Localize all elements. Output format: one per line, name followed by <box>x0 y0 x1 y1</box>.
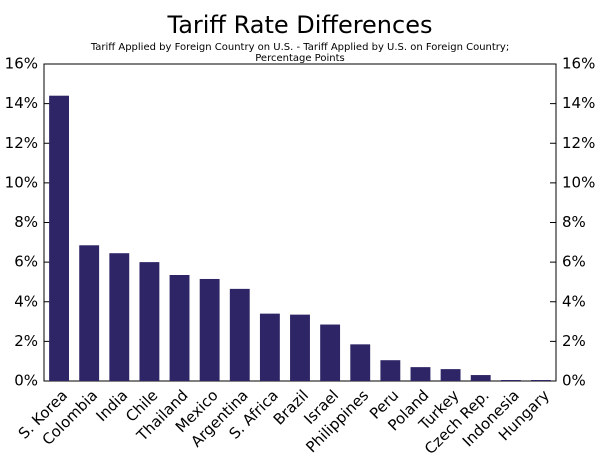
bar <box>470 375 491 381</box>
bar <box>350 344 371 381</box>
bar <box>440 369 461 381</box>
y2-tick-label: 10% <box>562 173 595 191</box>
bar <box>169 275 190 381</box>
y2-tick-label: 14% <box>562 94 595 112</box>
chart-title: Tariff Rate Differences <box>167 11 433 39</box>
y-tick-label: 16% <box>5 55 38 73</box>
y-tick-label: 12% <box>5 134 38 152</box>
y2-tick-label: 8% <box>562 213 586 231</box>
bar <box>79 245 100 381</box>
chart-subtitle: Tariff Applied by Foreign Country on U.S… <box>90 42 509 53</box>
bar <box>229 288 250 381</box>
y2-tick-label: 4% <box>562 292 586 310</box>
bar <box>290 314 310 381</box>
bar <box>500 380 521 381</box>
y-tick-label: 2% <box>14 332 38 350</box>
bar <box>109 253 130 381</box>
bar <box>199 278 220 381</box>
y2-tick-label: 16% <box>562 55 595 73</box>
y-tick-label: 6% <box>14 253 38 271</box>
bar <box>139 262 160 381</box>
bar <box>320 324 341 381</box>
bar <box>410 367 431 381</box>
bar <box>49 95 69 381</box>
y2-tick-label: 0% <box>562 372 586 390</box>
y-tick-label: 4% <box>14 292 38 310</box>
y-tick-label: 10% <box>5 173 38 191</box>
x-tick-label: India <box>93 386 132 425</box>
bar <box>259 313 280 381</box>
x-tick-label: Brazil <box>270 386 312 428</box>
y2-tick-label: 2% <box>562 332 586 350</box>
bar <box>380 360 401 381</box>
y2-tick-label: 12% <box>562 134 595 152</box>
y2-tick-label: 6% <box>562 253 586 271</box>
y-tick-label: 14% <box>5 94 38 112</box>
chart-subtitle: Percentage Points <box>255 53 344 64</box>
y-tick-label: 0% <box>14 372 38 390</box>
bar <box>531 380 551 381</box>
y-tick-label: 8% <box>14 213 38 231</box>
